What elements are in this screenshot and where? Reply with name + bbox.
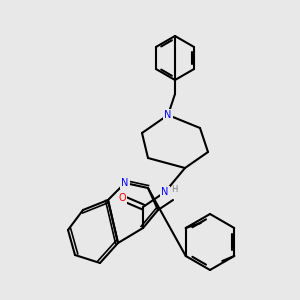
- Text: O: O: [118, 193, 126, 203]
- Text: N: N: [161, 187, 169, 197]
- Text: H: H: [171, 184, 177, 194]
- Text: N: N: [164, 110, 172, 120]
- Text: N: N: [121, 178, 129, 188]
